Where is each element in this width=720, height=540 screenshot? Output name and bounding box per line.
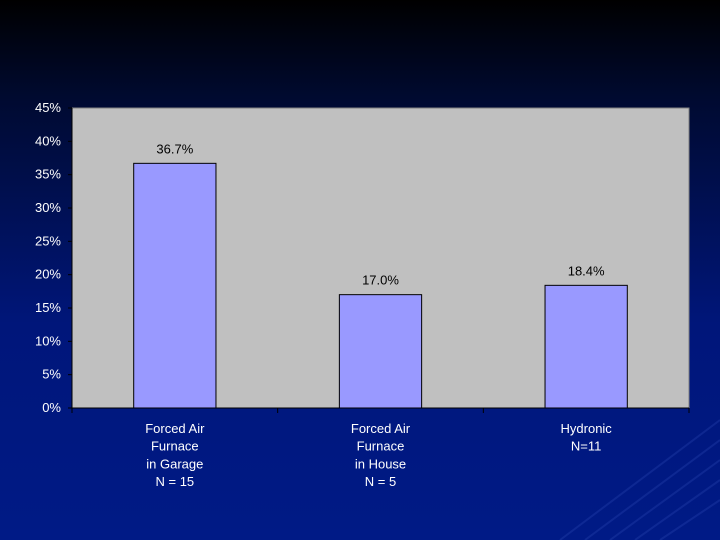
x-category-label: Furnace <box>357 439 405 454</box>
y-tick-label: 20% <box>35 267 61 282</box>
y-tick-label: 0% <box>42 400 61 415</box>
y-tick-label: 15% <box>35 300 61 315</box>
bar <box>544 284 628 409</box>
x-category-label: N = 15 <box>155 474 194 489</box>
x-category-label: Forced Air <box>145 421 205 436</box>
x-category-label: in House <box>355 456 406 471</box>
data-label: 17.0% <box>362 273 399 288</box>
y-tick-label: 10% <box>35 333 61 348</box>
x-category-label: N=11 <box>571 439 601 454</box>
x-category-label: in Garage <box>146 456 203 471</box>
x-category-label: Hydronic <box>561 421 613 436</box>
bar <box>338 294 423 409</box>
x-category-label: N = 5 <box>365 474 396 489</box>
bar <box>133 162 217 409</box>
x-category-label: Forced Air <box>351 421 411 436</box>
y-tick-label: 40% <box>35 133 61 148</box>
data-label: 18.4% <box>568 263 605 278</box>
x-category-label: Furnace <box>151 439 199 454</box>
y-tick-label: 30% <box>35 200 61 215</box>
y-tick-label: 35% <box>35 167 61 182</box>
y-tick-label: 45% <box>35 100 61 115</box>
data-label: 36.7% <box>156 141 193 156</box>
y-tick-label: 5% <box>42 367 61 382</box>
y-tick-label: 25% <box>35 233 61 248</box>
